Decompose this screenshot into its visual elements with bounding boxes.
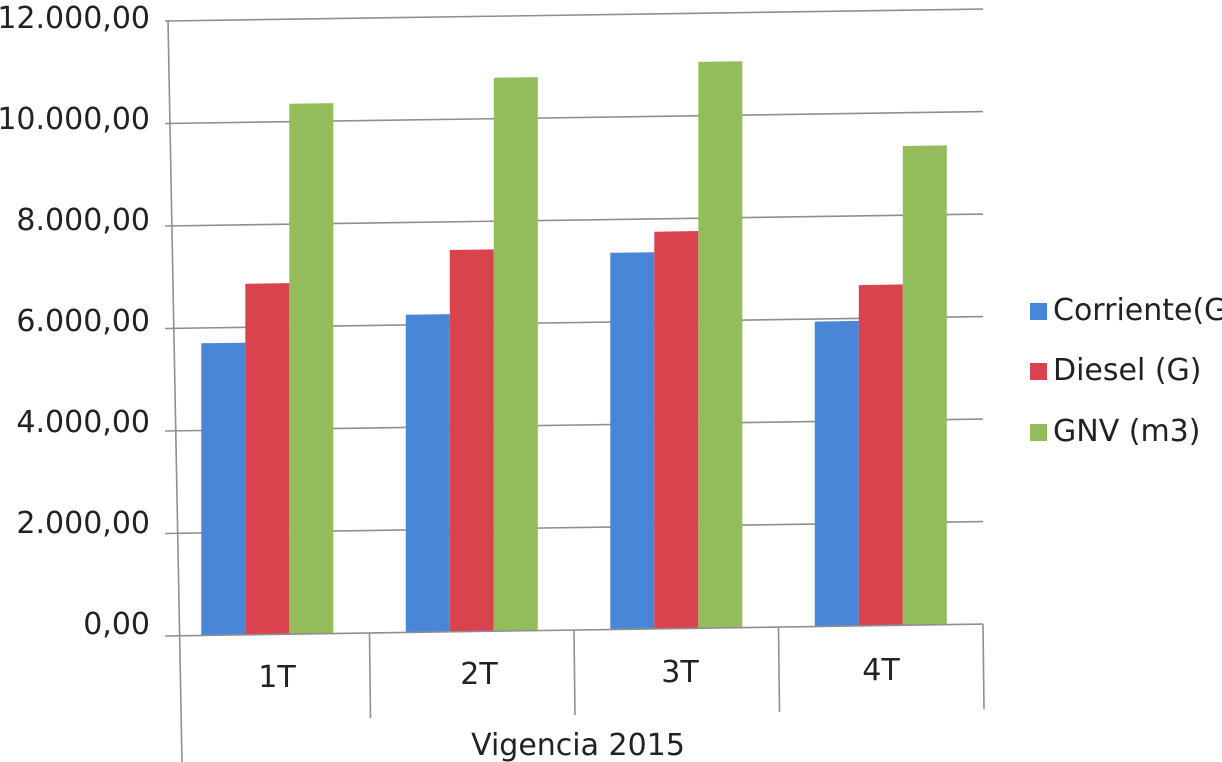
legend-swatch-corriente bbox=[1030, 303, 1047, 320]
bar-gnv-3t bbox=[698, 61, 743, 629]
legend-swatch-diesel bbox=[1030, 363, 1047, 380]
y-tick-label: 10.000,00 bbox=[0, 102, 150, 137]
y-tick-label: 8.000,00 bbox=[16, 203, 150, 238]
gridline bbox=[164, 110, 984, 125]
bar-diesel-4t bbox=[858, 284, 903, 626]
y-axis-tick-labels: 0,00 2.000,00 4.000,00 6.000,00 8.000,00… bbox=[0, 1, 150, 642]
bar-corriente-2t bbox=[405, 314, 450, 633]
category-separator bbox=[777, 626, 781, 713]
y-tick-label: 12.000,00 bbox=[0, 1, 150, 36]
y-tick-label: 4.000,00 bbox=[16, 405, 150, 440]
x-category-label: 1T bbox=[258, 660, 296, 695]
bar-gnv-1t bbox=[289, 103, 334, 635]
category-separator bbox=[368, 632, 372, 719]
x-axis-category-labels: 1T 2T 3T 4T bbox=[258, 653, 900, 695]
x-category-label: 3T bbox=[661, 655, 699, 690]
legend-swatch-gnv bbox=[1030, 424, 1047, 441]
bars bbox=[201, 61, 947, 636]
x-category-label: 4T bbox=[862, 653, 900, 688]
bar-corriente-1t bbox=[201, 342, 246, 636]
legend-label: Diesel (G) bbox=[1053, 353, 1202, 388]
bar-corriente-4t bbox=[814, 320, 859, 627]
legend-label: Corriente(G) bbox=[1053, 293, 1222, 328]
y-tick-label: 6.000,00 bbox=[16, 304, 150, 339]
bar-diesel-1t bbox=[245, 283, 290, 635]
bar-corriente-3t bbox=[610, 252, 655, 630]
bar-diesel-2t bbox=[449, 249, 494, 632]
axes bbox=[164, 19, 985, 762]
y-tick-label: 2.000,00 bbox=[16, 506, 150, 541]
bar-diesel-3t bbox=[654, 231, 699, 629]
category-separator bbox=[573, 629, 576, 716]
y-tick-label: 0,00 bbox=[83, 607, 150, 642]
x-axis-group-label: Vigencia 2015 bbox=[471, 728, 685, 762]
gridline bbox=[164, 213, 984, 227]
legend-label: GNV (m3) bbox=[1053, 414, 1200, 449]
bar-gnv-2t bbox=[493, 77, 538, 632]
x-category-label: 2T bbox=[460, 657, 498, 692]
gridline bbox=[164, 8, 984, 22]
y-axis-line bbox=[167, 19, 183, 762]
legend: Corriente(G) Diesel (G) GNV (m3) bbox=[1030, 293, 1222, 449]
bar-gnv-4t bbox=[902, 145, 947, 626]
category-separator bbox=[982, 624, 985, 710]
